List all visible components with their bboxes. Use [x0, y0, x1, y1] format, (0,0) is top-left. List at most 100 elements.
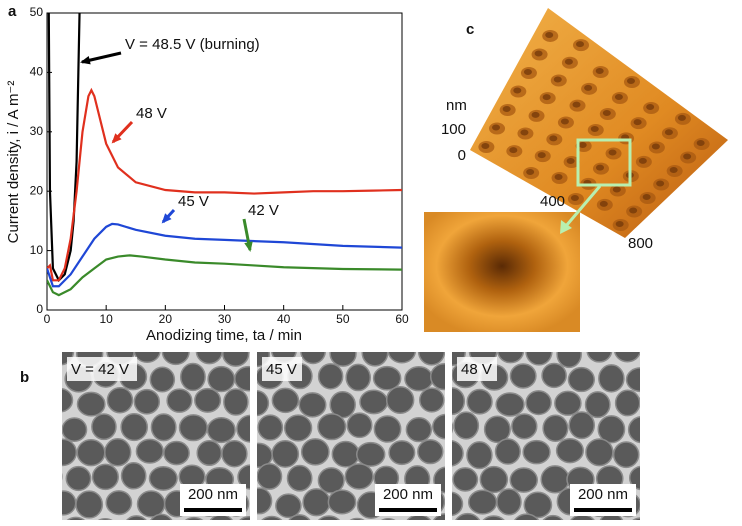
- pore: [385, 386, 415, 415]
- series-line: [47, 13, 81, 283]
- sem-panels: V = 42 V 200 nm 45 V 200 nm 48 V 200 nm: [36, 315, 682, 520]
- pore: [452, 421, 454, 434]
- plot: 0 10 20 30 40 50 60 0 10 20 30 40 50 V = 48.5 V (burn…: [30, 5, 409, 326]
- pore: [62, 490, 77, 516]
- pore: [568, 411, 596, 440]
- pore: [106, 386, 134, 414]
- afm-dimple-core: [554, 174, 563, 180]
- pore: [641, 489, 669, 515]
- pore: [656, 463, 682, 489]
- afm-dimple-core: [646, 104, 655, 111]
- pore: [62, 438, 78, 467]
- afm-dimple-core: [638, 157, 647, 164]
- pore: [317, 515, 341, 520]
- x-axis-label: Anodizing time, ta / min: [146, 327, 302, 344]
- pore: [329, 391, 356, 419]
- pore: [271, 387, 300, 414]
- pore: [525, 390, 552, 416]
- y-tick-label: 0: [36, 302, 43, 316]
- pore: [178, 414, 208, 442]
- pore: [317, 413, 347, 441]
- pore: [286, 464, 313, 492]
- pore: [234, 365, 250, 392]
- pore: [497, 352, 525, 364]
- afm-dimple-core: [683, 153, 692, 160]
- pore: [344, 463, 374, 490]
- pore: [62, 387, 74, 413]
- pore: [221, 439, 248, 468]
- pore: [361, 352, 389, 367]
- afm-dimple-core: [572, 101, 581, 108]
- pore: [453, 411, 480, 440]
- afm-dimple-core: [560, 118, 569, 125]
- x-tick-label: 0: [44, 312, 51, 326]
- pore: [76, 391, 106, 417]
- pore: [359, 389, 389, 415]
- afm-dimple-core: [553, 76, 562, 83]
- x-tick-label: 50: [336, 312, 350, 326]
- pore: [542, 514, 564, 520]
- pore: [194, 387, 222, 413]
- afm-xy-tick: 800: [628, 235, 653, 252]
- pore: [136, 490, 166, 518]
- afm-dimple-core: [502, 106, 511, 112]
- pore: [541, 362, 567, 389]
- x-tick-label: 60: [395, 312, 409, 326]
- pore: [467, 489, 498, 515]
- pore: [239, 516, 250, 520]
- sem-label: 45 V: [266, 361, 297, 378]
- pore: [148, 465, 178, 491]
- pore: [206, 416, 236, 444]
- afm-z-unit: nm: [446, 97, 467, 114]
- pore: [347, 315, 373, 342]
- series-line: [47, 222, 402, 288]
- pore: [466, 388, 493, 415]
- scale-bar-label: 200 nm: [578, 486, 628, 503]
- pore: [345, 363, 371, 392]
- afm-dimple-core: [513, 87, 522, 94]
- pore: [373, 415, 402, 443]
- pore: [300, 352, 326, 365]
- pore: [91, 413, 117, 441]
- pore: [62, 472, 63, 481]
- pore: [381, 517, 396, 520]
- pore: [645, 341, 669, 365]
- afm-dimple-core: [526, 169, 535, 176]
- afm-dimple-core: [642, 194, 651, 200]
- pore: [567, 366, 595, 393]
- pore: [275, 493, 302, 519]
- afm-dimple-core: [584, 84, 593, 91]
- afm-dimple-core: [629, 207, 638, 214]
- arrow-head: [111, 133, 122, 144]
- y-tick-label: 40: [30, 65, 44, 79]
- x-tick-label: 30: [218, 312, 232, 326]
- pore: [222, 352, 250, 367]
- pore: [149, 366, 176, 393]
- afm-xy-tick: 400: [540, 193, 565, 210]
- pore: [331, 440, 360, 468]
- series-line: [47, 87, 402, 282]
- afm-dimple-core: [578, 142, 587, 148]
- pore: [452, 467, 479, 492]
- afm-dimple-core: [537, 152, 546, 159]
- afm-dimple-core: [509, 147, 518, 154]
- series-label: 42 V: [248, 202, 279, 219]
- afm-dimple-core: [656, 180, 665, 187]
- pore: [257, 389, 270, 417]
- pore: [632, 517, 640, 520]
- pore: [261, 515, 283, 520]
- pore: [257, 487, 273, 515]
- pore: [388, 440, 416, 466]
- pore: [639, 396, 640, 406]
- pore: [511, 413, 538, 440]
- pore: [628, 316, 655, 340]
- pore: [525, 352, 553, 366]
- afm-dimple-core: [615, 220, 624, 227]
- pore: [150, 513, 173, 520]
- label-box: [457, 357, 497, 381]
- pore: [125, 515, 147, 520]
- afm-panel: nm 100 0 400 800: [424, 8, 728, 332]
- pore: [36, 416, 61, 440]
- pore: [509, 467, 538, 493]
- pore: [105, 490, 133, 516]
